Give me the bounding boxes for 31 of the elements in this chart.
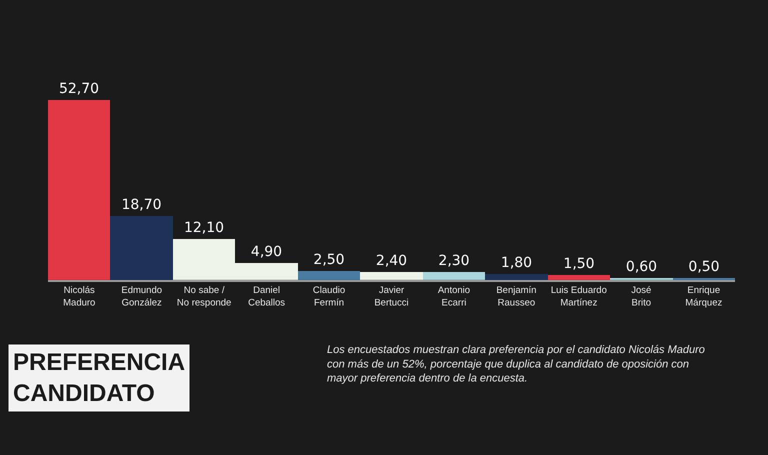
x-tick-label: José Brito: [631, 285, 652, 309]
x-tick-label: Benjamín Rausseo: [496, 285, 536, 309]
x-tick-label: Claudio Fermín: [312, 285, 346, 309]
x-tick-label: Nicolás Maduro: [63, 285, 96, 309]
data-label: 0,60: [626, 259, 658, 275]
bar: [298, 271, 360, 280]
text: PREFERENCIA CANDIDATO: [13, 349, 186, 408]
data-label: 2,40: [376, 253, 408, 269]
data-label: 1,80: [500, 255, 532, 271]
x-tick-label: Luis Eduardo Martínez: [550, 285, 607, 309]
bar: [110, 216, 173, 280]
x-tick-label: Daniel Ceballos: [248, 285, 286, 309]
data-label: 12,10: [184, 220, 224, 236]
bar: [548, 275, 610, 280]
x-tick-label: Enrique Márquez: [685, 285, 722, 309]
data-label: 2,30: [438, 253, 470, 269]
data-label: 4,90: [250, 244, 282, 260]
text: Los encuestados muestran clara preferencia por el candidato Nicolás Maduro con más de un 52%, porcentaje que duplica al candidato de oposición con mayor preferencia dentro de la encuesta.: [327, 344, 705, 385]
data-label: 18,70: [121, 197, 162, 213]
x-tick-label: No sabe / No responde: [176, 285, 232, 309]
x-tick-label: Antonio Ecarri: [438, 285, 470, 309]
bar: [485, 274, 548, 280]
x-tick-label: Javier Bertucci: [374, 285, 409, 309]
bar: [360, 272, 423, 280]
bar: [48, 100, 110, 280]
data-label: 0,50: [688, 259, 720, 275]
data-label: 1,50: [563, 256, 595, 272]
x-tick-label: Edmundo González: [121, 285, 162, 309]
bar: [423, 272, 485, 280]
data-label: 52,70: [58, 81, 100, 97]
data-label: 2,50: [313, 252, 345, 268]
